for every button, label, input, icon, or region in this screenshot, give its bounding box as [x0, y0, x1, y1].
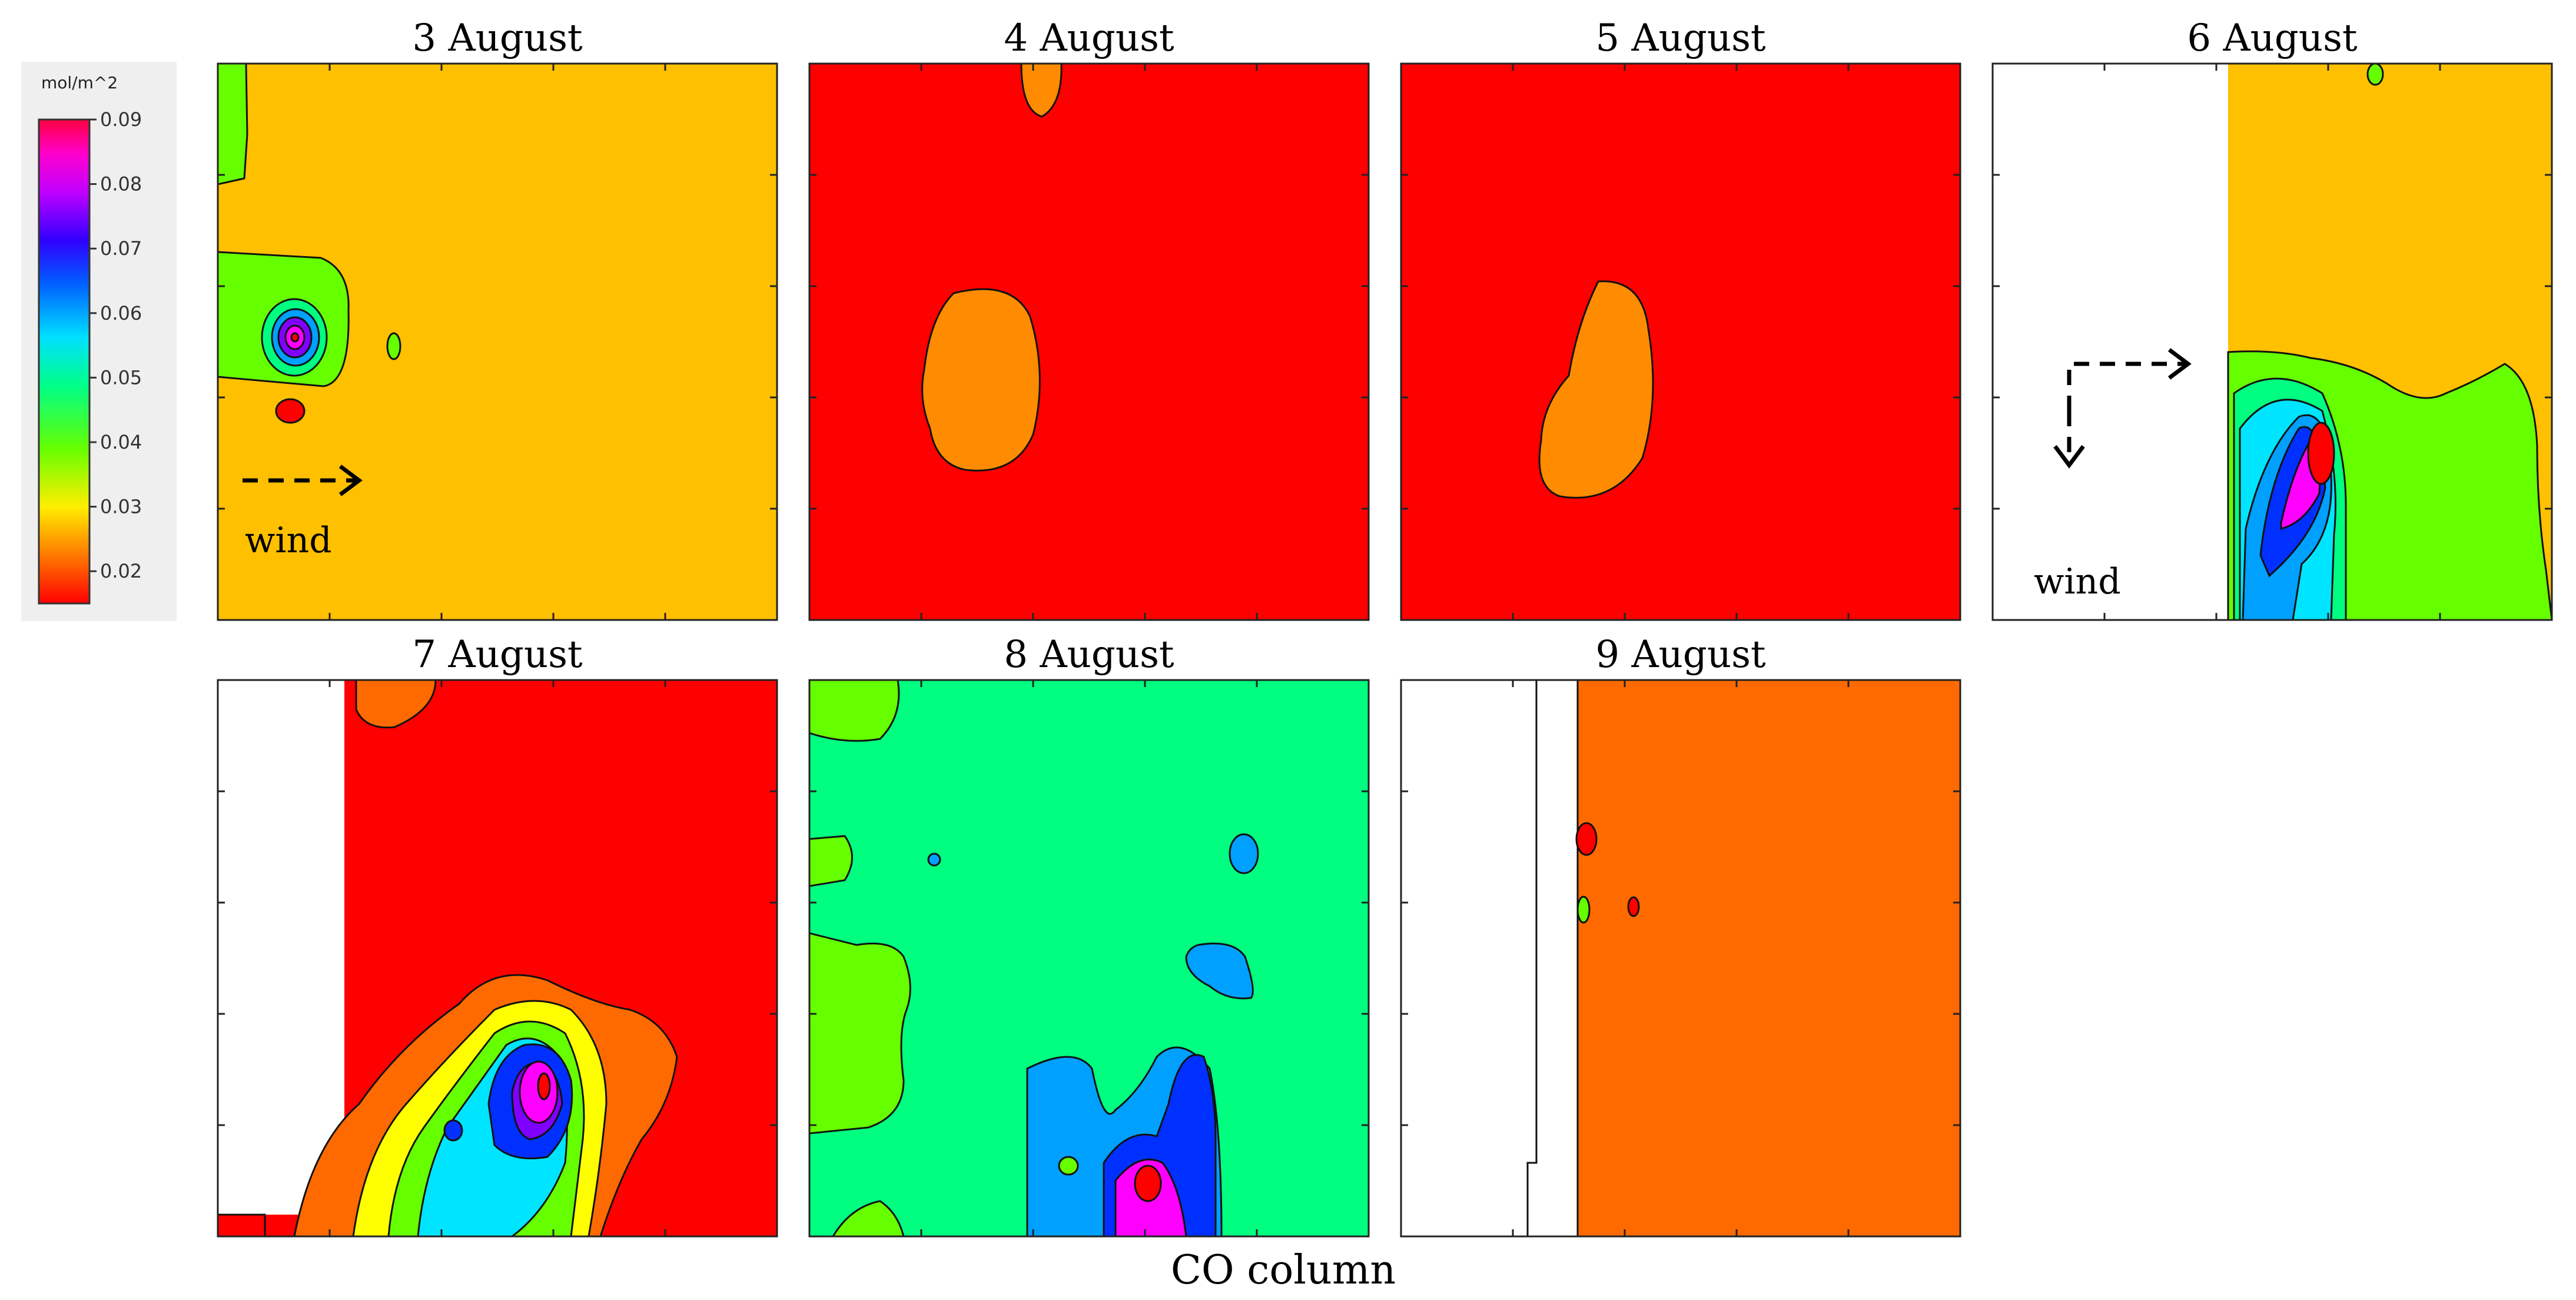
colorbar-tick-label: 0.09	[100, 108, 142, 131]
panel-title: 5 August	[1595, 16, 1766, 60]
panel-background	[1401, 64, 1960, 620]
x-axis-label: CO column	[1171, 1247, 1396, 1294]
colorbar: mol/m^2 0.09 0.08 0.07 0.06 0.05 0.04 0.03 0.02	[21, 62, 177, 621]
colorbar-tick-label: 0.03	[100, 496, 142, 518]
contour-region	[809, 932, 911, 1135]
contour-region	[443, 1119, 463, 1142]
panel-title: 6 August	[2187, 16, 2358, 60]
contour-region	[1229, 833, 1259, 874]
contour-region	[1538, 280, 1654, 499]
wind-arrowhead-icon	[2167, 348, 2192, 380]
panel-background	[809, 64, 1369, 620]
contour-region	[355, 680, 437, 729]
wind-label: wind	[245, 520, 332, 561]
panel-title: 3 August	[412, 16, 583, 60]
colorbar-tick-label: 0.08	[100, 173, 142, 195]
panel-ticks	[218, 680, 777, 1236]
no-data-region	[1993, 64, 2228, 620]
panel-3: 5 August	[1400, 16, 1961, 621]
contour-region	[809, 835, 853, 887]
contour-region	[2366, 64, 2384, 86]
contour-regions	[218, 64, 401, 424]
colorbar-ramp	[38, 118, 91, 605]
colorbar-tick-label: 0.06	[100, 302, 142, 324]
panel-ticks	[1401, 64, 1960, 620]
wind-arrowhead-icon	[2053, 445, 2085, 469]
wind-label: wind	[2034, 561, 2121, 602]
contour-region	[1627, 896, 1640, 917]
colorbar-tick-label: 0.07	[100, 237, 142, 260]
contour-regions	[1993, 64, 2552, 620]
contour-region	[1576, 896, 1591, 924]
contour-region	[809, 680, 900, 742]
colorbar-tick-label: 0.04	[100, 431, 142, 453]
panel-6: 8 August	[808, 633, 1370, 1238]
panel-title: 9 August	[1595, 633, 1766, 676]
contour-regions	[1538, 280, 1654, 499]
panel-title: 7 August	[412, 633, 583, 676]
panel-1: 3 August wind	[217, 16, 778, 621]
panel-4: 6 August wind	[1991, 16, 2553, 621]
colorbar-tick-label: 0.05	[100, 366, 142, 389]
contour-region	[290, 332, 300, 343]
contour-region	[1134, 1165, 1162, 1202]
contour-region	[1185, 943, 1254, 1000]
panel-ticks	[1993, 64, 2552, 620]
contour-region	[386, 332, 401, 360]
panel-frame	[808, 679, 1370, 1238]
panel-ticks	[1401, 680, 1960, 1236]
panel-frame	[217, 62, 778, 621]
contour-region	[537, 1072, 551, 1100]
panel-ticks	[809, 680, 1369, 1236]
contour-regions	[1401, 680, 1640, 1236]
contour-region	[1526, 680, 1579, 1236]
contour-regions	[218, 680, 678, 1236]
contour-region	[832, 1200, 905, 1236]
contour-regions	[921, 64, 1063, 472]
panel-ticks	[218, 64, 777, 620]
panel-frame	[1400, 62, 1961, 621]
panel-frame	[217, 679, 778, 1238]
colorbar-ticks: 0.09 0.08 0.07 0.06 0.05 0.04 0.03 0.02	[89, 108, 142, 582]
contour-region	[2307, 422, 2335, 485]
contour-region	[1575, 822, 1598, 856]
contour-region	[1058, 1156, 1079, 1176]
panel-title: 8 August	[1004, 633, 1174, 676]
contour-regions	[809, 680, 1259, 1236]
contour-region	[218, 1213, 266, 1236]
panel-frame	[808, 62, 1370, 621]
panel-5: 7 August	[217, 633, 778, 1238]
panel-ticks	[809, 64, 1369, 620]
panel-2: 4 August	[808, 16, 1370, 621]
colorbar-tick-label: 0.02	[100, 560, 142, 582]
contour-region	[275, 398, 306, 424]
contour-region	[921, 288, 1041, 472]
panel-7: 9 August	[1400, 633, 1961, 1238]
contour-region	[218, 64, 248, 185]
contour-region	[1020, 64, 1063, 118]
panels: 3 August wind 4 August 5 August 6 August wind…	[217, 16, 2553, 1238]
panel-frame	[1991, 62, 2553, 621]
wind-arrowhead-icon	[338, 465, 363, 496]
contour-region	[927, 853, 941, 867]
no-data-region	[218, 680, 344, 1215]
panel-title: 4 August	[1004, 16, 1174, 60]
panel-frame	[1400, 679, 1961, 1238]
colorbar-unit: mol/m^2	[41, 73, 118, 92]
